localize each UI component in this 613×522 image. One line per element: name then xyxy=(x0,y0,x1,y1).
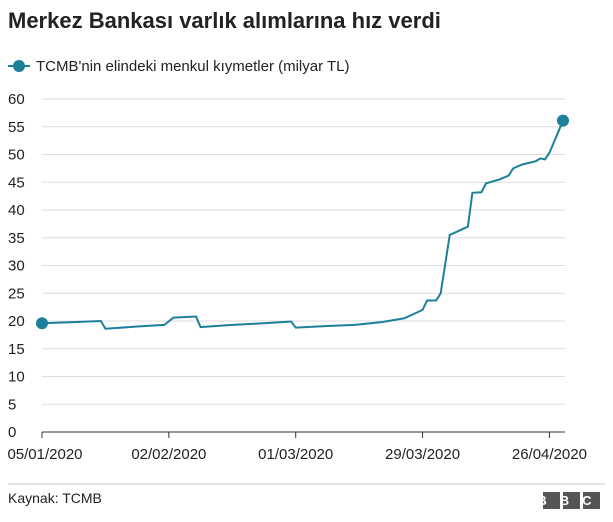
data-line xyxy=(41,120,564,330)
y-tick-label: 15 xyxy=(8,341,25,358)
y-tick-label: 40 xyxy=(8,202,25,219)
legend-label: TCMB'nin elindeki menkul kıymetler (mily… xyxy=(36,58,350,75)
x-tick-label: 05/01/2020 xyxy=(7,446,82,463)
chart-title: Merkez Bankası varlık alımlarına hız ver… xyxy=(8,8,441,33)
legend-marker xyxy=(13,60,25,72)
y-tick-label: 35 xyxy=(8,230,25,247)
y-tick-label: 50 xyxy=(8,147,25,164)
y-tick-label: 45 xyxy=(8,174,25,191)
x-tick-label: 01/03/2020 xyxy=(258,446,333,463)
logo: BBC xyxy=(537,492,604,509)
y-tick-label: 5 xyxy=(8,396,16,413)
x-tick-label: 29/03/2020 xyxy=(385,446,460,463)
y-tick-label: 10 xyxy=(8,369,25,386)
y-tick-label: 60 xyxy=(8,91,25,108)
end-marker xyxy=(557,114,569,127)
end-marker xyxy=(36,317,48,330)
source: Kaynak: TCMB xyxy=(8,490,102,506)
x-tick-label: 26/04/2020 xyxy=(512,446,587,463)
y-tick-label: 55 xyxy=(8,119,25,136)
y-tick-label: 20 xyxy=(8,313,25,330)
y-tick-label: 30 xyxy=(8,258,25,275)
x-tick-label: 02/02/2020 xyxy=(131,446,206,463)
logo-text: BBC xyxy=(537,493,604,508)
y-tick-label: 0 xyxy=(8,424,16,441)
y-tick-label: 25 xyxy=(8,285,25,302)
